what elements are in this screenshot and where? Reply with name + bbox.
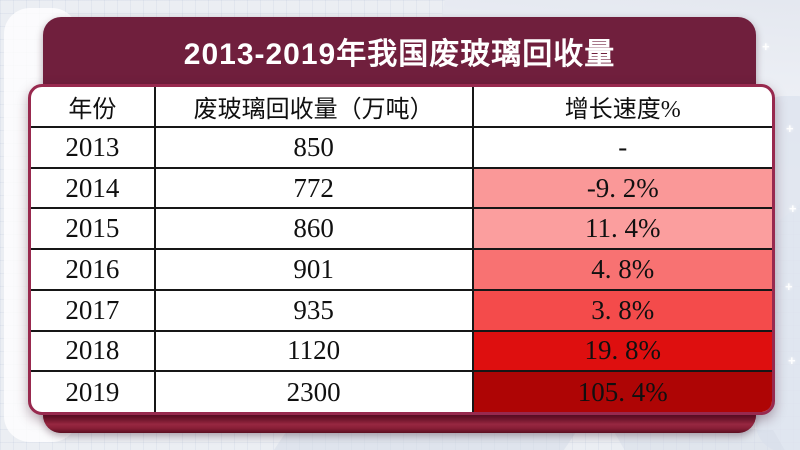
data-table: 年份 废玻璃回收量（万吨） 增长速度% 2013 850 - 2014 772 …: [31, 87, 772, 412]
sparkle-icon: +: [785, 279, 793, 294]
sparkle-icon: +: [789, 201, 797, 216]
table-row: 2015 860 11. 4%: [31, 207, 772, 251]
volume-cell: 772: [153, 166, 474, 210]
year-cell: 2013: [31, 126, 156, 169]
column-header-growth: 增长速度%: [471, 87, 772, 128]
background-shape-bottom-right: [613, 430, 787, 450]
table-row: 2013 850 -: [31, 126, 772, 169]
sparkle-icon: +: [786, 121, 794, 136]
panel-bottom-strip: [43, 410, 756, 433]
volume-cell: 850: [153, 126, 474, 169]
table-header: 年份 废玻璃回收量（万吨） 增长速度%: [31, 87, 772, 128]
table-header-row: 年份 废玻璃回收量（万吨） 增长速度%: [31, 87, 772, 128]
title-band: 2013-2019年我国废玻璃回收量: [43, 17, 756, 84]
column-header-year: 年份: [31, 87, 156, 128]
growth-cell: -: [471, 126, 772, 169]
volume-cell: 901: [153, 248, 474, 291]
growth-cell: -9. 2%: [471, 166, 772, 210]
sparkle-icon: +: [788, 353, 796, 368]
year-cell: 2016: [31, 248, 156, 291]
growth-cell: 3. 8%: [471, 288, 772, 332]
table-card: 年份 废玻璃回收量（万吨） 增长速度% 2013 850 - 2014 772 …: [28, 84, 775, 415]
volume-cell: 860: [153, 207, 474, 251]
table-body: 2013 850 - 2014 772 -9. 2% 2015 860 11. …: [31, 126, 772, 412]
year-cell: 2019: [31, 370, 156, 412]
year-cell: 2014: [31, 166, 156, 210]
growth-cell: 105. 4%: [471, 370, 772, 412]
growth-cell: 11. 4%: [471, 207, 772, 251]
sparkle-icon: +: [762, 39, 770, 54]
table-row: 2019 2300 105. 4%: [31, 370, 772, 412]
column-header-volume: 废玻璃回收量（万吨）: [153, 87, 474, 128]
growth-cell: 4. 8%: [471, 248, 772, 291]
page-title: 2013-2019年我国废玻璃回收量: [183, 37, 616, 71]
year-cell: 2017: [31, 288, 156, 332]
volume-cell: 935: [153, 288, 474, 332]
table-row: 2017 935 3. 8%: [31, 288, 772, 332]
table-row: 2018 1120 19. 8%: [31, 329, 772, 373]
table-row: 2014 772 -9. 2%: [31, 166, 772, 210]
volume-cell: 1120: [153, 329, 474, 373]
growth-cell: 19. 8%: [471, 329, 772, 373]
year-cell: 2015: [31, 207, 156, 251]
volume-cell: 2300: [153, 370, 474, 412]
year-cell: 2018: [31, 329, 156, 373]
table-row: 2016 901 4. 8%: [31, 248, 772, 291]
